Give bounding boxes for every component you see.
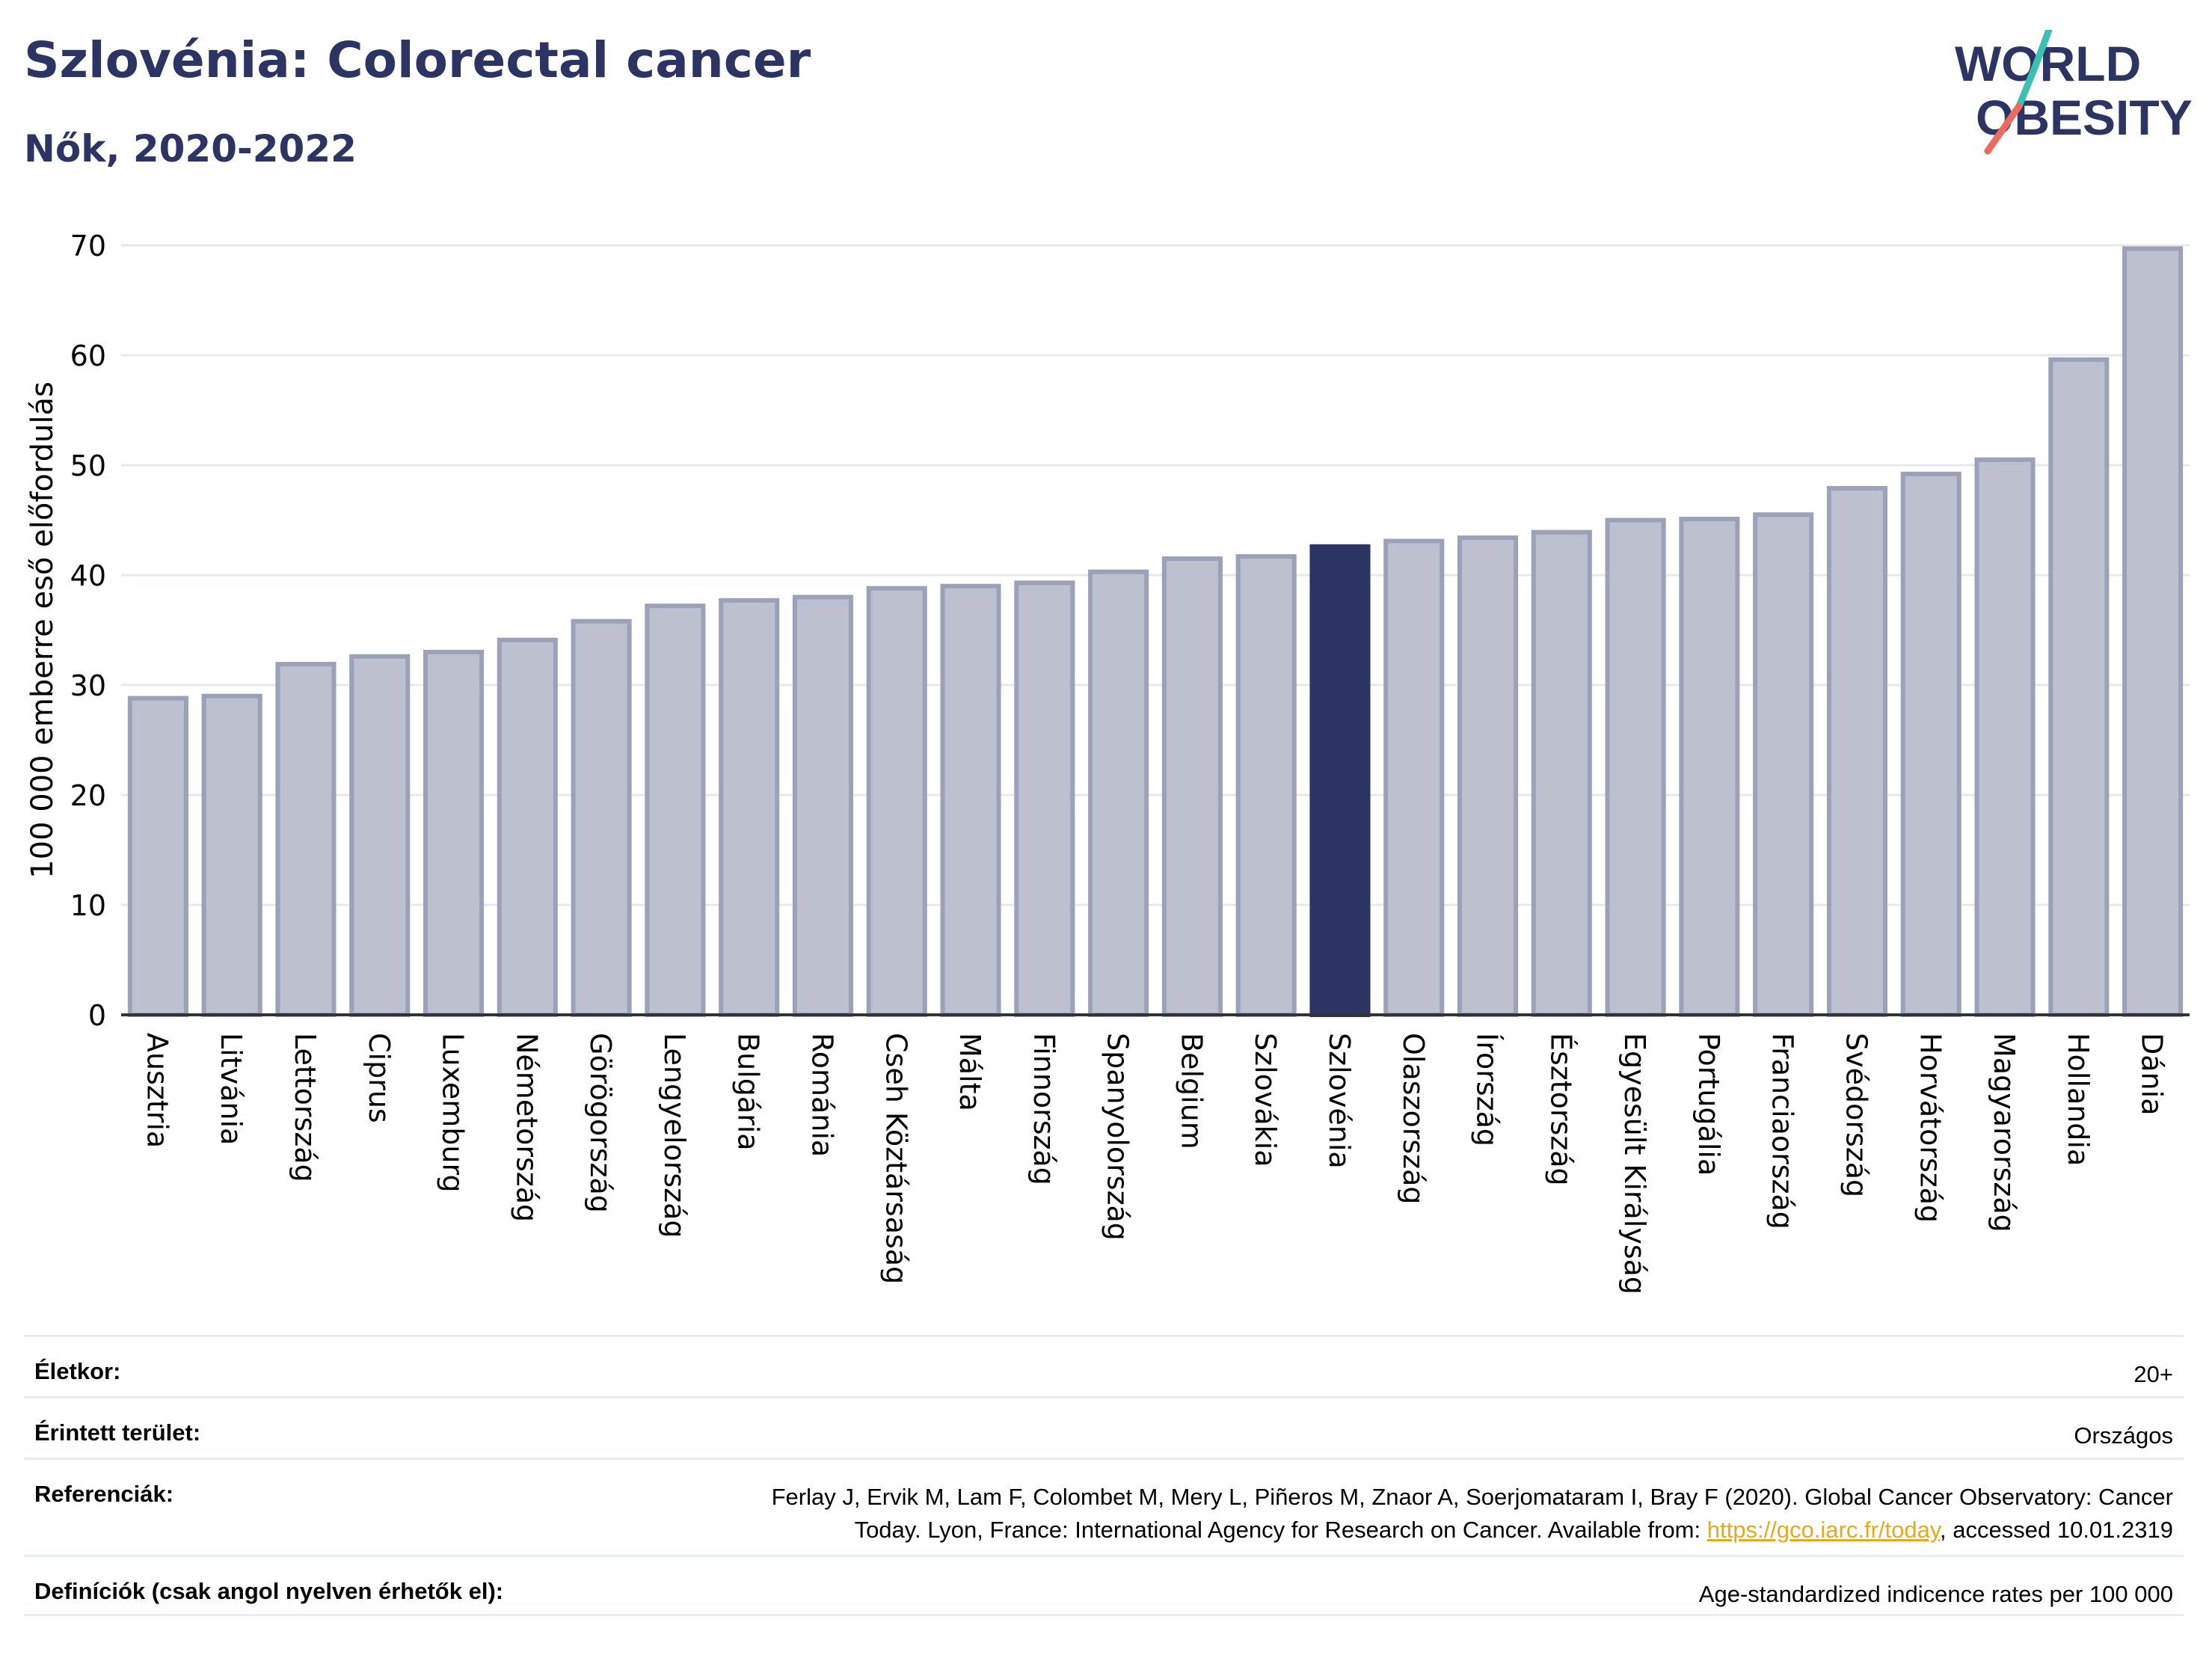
- bar: [571, 618, 632, 1017]
- logo-line1: WORLD: [1955, 36, 2141, 91]
- bar: [1605, 518, 1666, 1017]
- bar: [1457, 535, 1519, 1017]
- x-tick-label: Németország: [510, 1033, 543, 1222]
- bar: [719, 598, 780, 1017]
- logo-slash-teal-top: [2032, 30, 2053, 70]
- references-label: Referenciák:: [34, 1481, 174, 1507]
- bar: [1826, 485, 1888, 1017]
- x-tick-label: Spanyolország: [1102, 1033, 1134, 1241]
- y-tick-label: 50: [70, 449, 106, 482]
- x-tick-label: Litvánia: [215, 1033, 248, 1145]
- bar-chart: 0 10 20 30 40 50 60 70 100 000 emberre eső előfo…: [25, 230, 2190, 1295]
- bar: [1014, 580, 1075, 1017]
- x-tick-label: Bulgária: [732, 1033, 765, 1151]
- y-tick-label: 60: [70, 340, 106, 372]
- bar: [423, 649, 485, 1018]
- bar: [1531, 529, 1592, 1017]
- world-obesity-logo: WORLD OBESITY: [1955, 30, 2193, 155]
- x-tick-label: Svédország: [1840, 1033, 1872, 1197]
- x-tick-label: Észtország: [1544, 1033, 1577, 1186]
- x-tick-label: Cseh Köztársaság: [879, 1033, 912, 1284]
- definitions-label: Definíciók (csak angol nyelven érhetők e…: [34, 1578, 504, 1604]
- bar: [497, 637, 558, 1017]
- x-tick-label: Ausztria: [141, 1033, 173, 1148]
- x-tick-label: Szlovénia: [1323, 1033, 1356, 1169]
- y-tick-label: 10: [70, 889, 106, 922]
- bar: [1383, 538, 1445, 1017]
- reference-line2: Today. Lyon, France: International Agenc…: [854, 1517, 1707, 1543]
- footer-row-definitions: Definíciók (csak angol nyelven érhetők e…: [24, 1555, 2184, 1616]
- bar: [1753, 512, 1814, 1017]
- y-tick-label: 40: [70, 559, 106, 592]
- definitions-value: Age-standardized indicence rates per 100…: [1698, 1581, 2173, 1607]
- bar: [1161, 556, 1223, 1017]
- age-value: 20+: [2133, 1361, 2173, 1387]
- bar: [1900, 471, 1961, 1017]
- logo-slash-teal: [2015, 62, 2039, 110]
- area-value: Országos: [2074, 1422, 2173, 1449]
- x-tick-label: Lettország: [289, 1033, 322, 1182]
- x-tick-label: Luxemburg: [437, 1033, 470, 1193]
- x-tick-label: Románia: [805, 1033, 838, 1157]
- x-tick-label: Magyarország: [1988, 1033, 2021, 1232]
- bar: [1309, 544, 1371, 1017]
- chart-subtitle: Nők, 2020-2022: [24, 127, 357, 171]
- y-tick-label: 30: [70, 669, 106, 702]
- x-tick-label: Belgium: [1175, 1033, 1208, 1149]
- bar: [2122, 246, 2184, 1017]
- footer-row-area: Érintett terület: Országos: [24, 1396, 2184, 1458]
- bar: [275, 662, 337, 1017]
- x-tick-label: Egyesült Királyság: [1618, 1033, 1651, 1295]
- bar: [792, 595, 854, 1017]
- footer-table: Életkor: 20+ Érintett terület: Országos …: [24, 1335, 2184, 1616]
- bar: [201, 693, 262, 1017]
- y-tick-label: 0: [88, 999, 106, 1032]
- bar: [866, 586, 927, 1017]
- x-tick-label: Franciaország: [1766, 1033, 1799, 1229]
- y-tick-label: 20: [70, 779, 106, 812]
- bar: [127, 696, 188, 1017]
- reference-line1: Ferlay J, Ervik M, Lam F, Colombet M, Me…: [771, 1484, 2173, 1510]
- chart-title: Szlovénia: Colorectal cancer: [24, 31, 811, 89]
- x-tick-label: Dánia: [2136, 1033, 2169, 1115]
- area-label: Érintett terület:: [34, 1419, 201, 1446]
- bar: [1974, 457, 2036, 1017]
- footer-row-references: Referenciák: Ferlay J, Ervik M, Lam F, C…: [24, 1458, 2184, 1555]
- x-tick-label: Görögország: [584, 1033, 617, 1213]
- age-label: Életkor:: [34, 1358, 121, 1384]
- reference-link[interactable]: https://gco.iarc.fr/today: [1706, 1517, 1941, 1543]
- bar: [2048, 357, 2110, 1017]
- bar: [1235, 554, 1297, 1017]
- y-axis-label: 100 000 emberre eső előfordulás: [25, 381, 60, 879]
- x-tick-label: Hollandia: [2062, 1033, 2095, 1166]
- x-tick-label: Finnország: [1027, 1033, 1060, 1185]
- bar: [645, 604, 706, 1017]
- bar: [349, 654, 411, 1018]
- footer-row-age: Életkor: 20+: [24, 1335, 2184, 1396]
- y-tick-label: 70: [70, 230, 106, 262]
- x-tick-label: Írország: [1471, 1033, 1504, 1146]
- x-tick-label: Portugália: [1692, 1033, 1725, 1176]
- x-tick-label: Olaszország: [1397, 1033, 1430, 1205]
- x-tick-label: Ciprus: [363, 1033, 396, 1123]
- x-tick-label: Málta: [953, 1033, 986, 1111]
- bar: [1679, 517, 1740, 1017]
- bar: [940, 583, 1001, 1017]
- logo-slash-coral: [1984, 102, 2023, 155]
- references-value: Ferlay J, Ervik M, Lam F, Colombet M, Me…: [772, 1481, 2173, 1547]
- bar: [1088, 569, 1149, 1017]
- x-tick-label: Lengyelország: [658, 1033, 691, 1238]
- x-tick-label: Szlovákia: [1249, 1033, 1282, 1167]
- reference-accessed: , accessed 10.01.2319: [1940, 1517, 2173, 1543]
- x-tick-label: Horvátország: [1914, 1033, 1947, 1223]
